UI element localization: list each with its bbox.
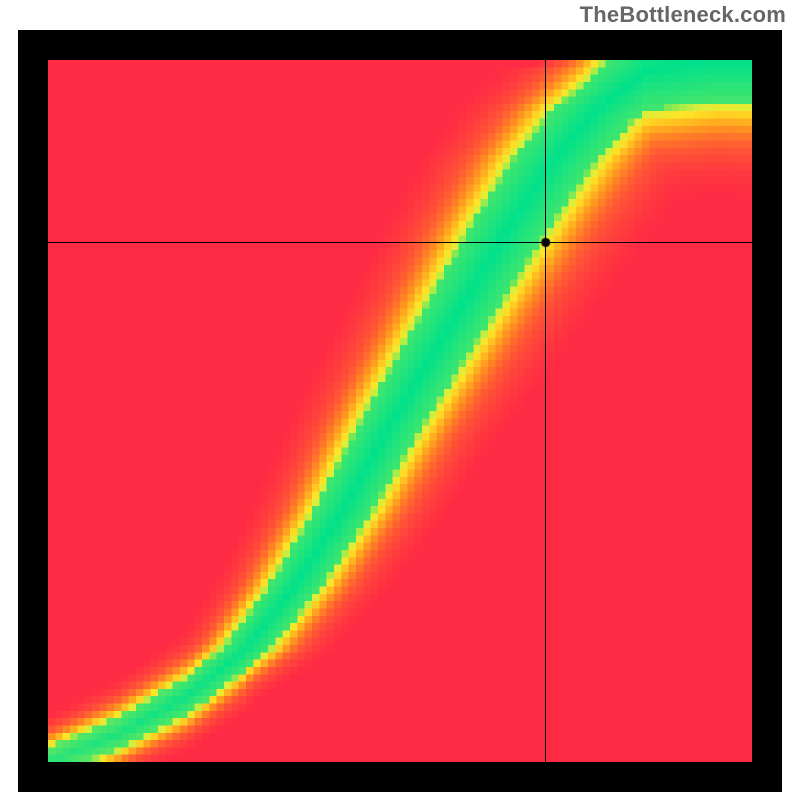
crosshair-point (0, 0, 800, 800)
figure-container: TheBottleneck.com (0, 0, 800, 800)
